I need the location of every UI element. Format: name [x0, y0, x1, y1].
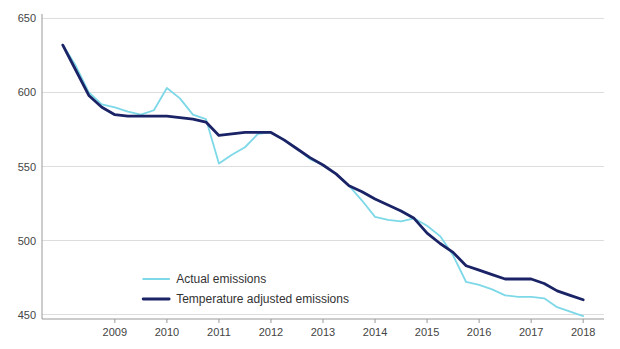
series-line	[63, 45, 583, 300]
grid-line	[42, 240, 604, 241]
legend-label: Actual emissions	[176, 272, 266, 286]
grid-line	[42, 92, 604, 93]
legend: Actual emissions Temperature adjusted emi…	[143, 272, 349, 306]
x-tick-label: 2012	[259, 326, 283, 338]
x-tick-label: 2017	[519, 326, 543, 338]
x-tick	[531, 319, 532, 323]
x-tick	[427, 319, 428, 323]
x-tick-label: 2014	[363, 326, 387, 338]
x-tick	[375, 319, 376, 323]
legend-swatch	[143, 298, 169, 301]
y-axis: 450 500 550 600 650	[18, 12, 604, 320]
y-tick-label: 650	[18, 12, 36, 24]
lines	[63, 45, 583, 316]
x-tick	[218, 319, 219, 323]
x-tick-label: 2015	[415, 326, 439, 338]
y-tick-label: 600	[18, 86, 36, 98]
legend-swatch	[143, 278, 169, 280]
grid-line	[42, 18, 604, 19]
y-tick-label: 550	[18, 161, 36, 173]
x-tick	[114, 319, 115, 323]
x-tick-label: 2013	[311, 326, 335, 338]
legend-label: Temperature adjusted emissions	[176, 292, 349, 306]
x-tick	[479, 319, 480, 323]
x-tick-label: 2009	[103, 326, 127, 338]
chart: 4505005506006502009201020112012201320142…	[0, 0, 620, 349]
series-line	[63, 45, 583, 316]
x-tick	[323, 319, 324, 323]
x-axis: 2009 2010 2011 2012 2013 2014 2015 2016 2017 2018	[42, 319, 604, 338]
x-tick	[270, 319, 271, 323]
x-tick	[583, 319, 584, 323]
x-tick-label: 2011	[207, 326, 231, 338]
y-axis-line	[42, 14, 43, 319]
y-tick-label: 500	[18, 235, 36, 247]
x-tick-label: 2018	[571, 326, 595, 338]
x-tick-label: 2016	[467, 326, 491, 338]
grid-line	[42, 314, 604, 315]
x-tick	[166, 319, 167, 323]
y-tick-label: 450	[18, 309, 36, 321]
x-tick-label: 2010	[155, 326, 179, 338]
